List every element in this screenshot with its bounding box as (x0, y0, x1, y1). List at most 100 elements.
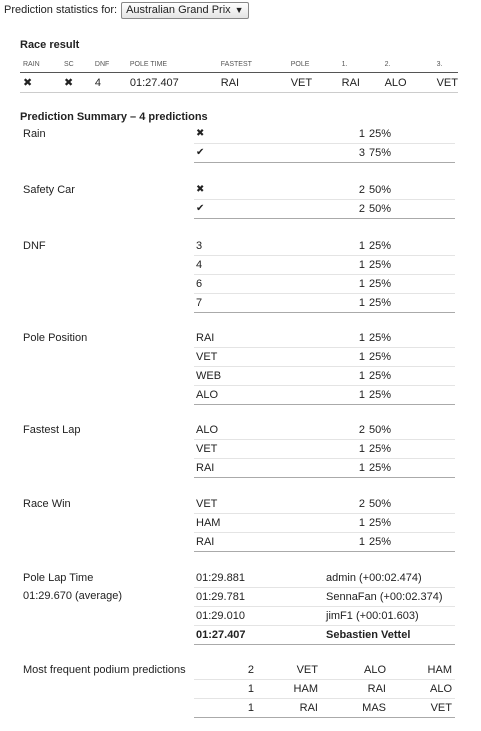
p1: RAI (299, 702, 318, 714)
lap-time: 01:29.881 (196, 572, 245, 584)
col-dnf: DNF (91, 57, 127, 73)
fastest-lap-label: Fastest Lap (23, 424, 81, 436)
race-select[interactable]: Australian Grand Prix ▼ (121, 1, 249, 19)
value: ALO (196, 389, 219, 401)
list-item: VET 2 50% (194, 495, 455, 514)
p2: RAI (367, 683, 386, 695)
count: 1 (358, 332, 365, 344)
lap-time: 01:29.781 (196, 591, 245, 603)
list-item: 2 VET ALO HAM (194, 661, 455, 680)
count: 1 (358, 240, 365, 252)
rain-result-icon: ✖ (20, 72, 61, 93)
count: 1 (358, 351, 365, 363)
value: VET (196, 443, 218, 455)
p2: MAS (362, 702, 386, 714)
percent: 25% (369, 128, 392, 140)
list-item: 1 HAM RAI ALO (194, 680, 455, 699)
count: 1 (358, 443, 365, 455)
podium-rows: 2 VET ALO HAM 1 HAM RAI ALO 1 RAI MAS VET (194, 661, 455, 718)
value: HAM (196, 517, 221, 529)
p2-result: ALO (381, 72, 434, 93)
percent: 25% (369, 240, 392, 252)
count: 1 (358, 389, 365, 401)
check-icon: ✔ (196, 203, 205, 214)
p1: HAM (293, 683, 318, 695)
race-win-label: Race Win (23, 498, 71, 510)
count: 1 (358, 462, 365, 474)
pole-position-label: Pole Position (23, 332, 88, 344)
dnf-rows: 3 1 25% 4 1 25% 6 1 25% 7 1 25% (194, 237, 455, 313)
percent: 25% (369, 389, 392, 401)
list-item: 7 1 25% (194, 294, 455, 313)
col-pole: POLE (287, 57, 339, 73)
percent: 50% (369, 184, 392, 196)
pole-time-result: 01:27.407 (126, 72, 218, 93)
list-item: VET 1 25% (194, 348, 455, 367)
percent: 25% (369, 536, 392, 548)
percent: 50% (369, 203, 392, 215)
lap-time: 01:27.407 (196, 629, 246, 641)
safety-car-rows: ✖ 2 50% ✔ 2 50% (194, 181, 455, 219)
count: 1 (358, 297, 365, 309)
p3: ALO (429, 683, 452, 695)
list-item: ✖ 2 50% (194, 181, 455, 200)
header-bar: Prediction statistics for: Australian Gr… (4, 1, 249, 19)
fastest-lap-rows: ALO 2 50% VET 1 25% RAI 1 25% (194, 421, 455, 478)
pole-lap-time-rows: 01:29.881 admin (+00:02.474) 01:29.781 Sen… (194, 569, 455, 645)
col-pole-time: POLE TIME (126, 57, 218, 73)
pole-result: VET (287, 72, 339, 93)
col-sc: SC (60, 57, 92, 73)
race-result-row: ✖ ✖ 4 01:27.407 RAI VET RAI ALO VET (20, 72, 458, 93)
percent: 25% (369, 278, 392, 290)
percent: 25% (369, 517, 392, 529)
count: 2 (358, 184, 365, 196)
value: RAI (196, 536, 215, 548)
count: 1 (247, 702, 254, 714)
percent: 25% (369, 297, 392, 309)
pole-lap-time-average: 01:29.670 (average) (23, 590, 123, 602)
value: VET (196, 498, 218, 510)
percent: 50% (369, 498, 392, 510)
list-item: 01:29.010 jimF1 (+00:01.603) (194, 607, 455, 626)
count: 2 (358, 203, 365, 215)
p2: ALO (363, 664, 386, 676)
value: 4 (196, 259, 203, 271)
race-select-value: Australian Grand Prix (126, 3, 231, 16)
list-item: HAM 1 25% (194, 514, 455, 533)
percent: 50% (369, 424, 392, 436)
col-p2: 2. (381, 57, 434, 73)
percent: 25% (369, 462, 392, 474)
p3: VET (430, 702, 452, 714)
list-item: ✔ 3 75% (194, 144, 455, 163)
race-result-header-row: RAIN SC DNF POLE TIME FASTEST POLE 1. 2.… (20, 57, 458, 73)
dnf-result: 4 (91, 72, 127, 93)
predictor: Sebastien Vettel (326, 629, 411, 641)
list-item: ✔ 2 50% (194, 200, 455, 219)
fastest-result: RAI (217, 72, 288, 93)
value: 6 (196, 278, 203, 290)
count: 2 (358, 498, 365, 510)
value: RAI (196, 332, 215, 344)
list-item: 01:27.407 Sebastien Vettel (194, 626, 455, 645)
rain-label: Rain (23, 128, 46, 140)
p1: VET (296, 664, 318, 676)
race-result-table: RAIN SC DNF POLE TIME FASTEST POLE 1. 2.… (20, 57, 458, 93)
lap-time: 01:29.010 (196, 610, 245, 622)
col-fastest: FASTEST (217, 57, 288, 73)
count: 1 (358, 128, 365, 140)
count: 3 (358, 147, 365, 159)
predictor: SennaFan (+00:02.374) (326, 591, 443, 603)
list-item: ALO 1 25% (194, 386, 455, 405)
podium-label: Most frequent podium predictions (23, 664, 186, 676)
list-item: VET 1 25% (194, 440, 455, 459)
sc-result-icon: ✖ (60, 72, 92, 93)
cross-icon: ✖ (196, 184, 205, 195)
list-item: RAI 1 25% (194, 329, 455, 348)
list-item: 1 RAI MAS VET (194, 699, 455, 718)
dnf-label: DNF (23, 240, 46, 252)
col-p1: 1. (338, 57, 382, 73)
summary-title: Prediction Summary – 4 predictions (20, 111, 208, 123)
list-item: 3 1 25% (194, 237, 455, 256)
count: 1 (358, 259, 365, 271)
count: 2 (247, 664, 254, 676)
